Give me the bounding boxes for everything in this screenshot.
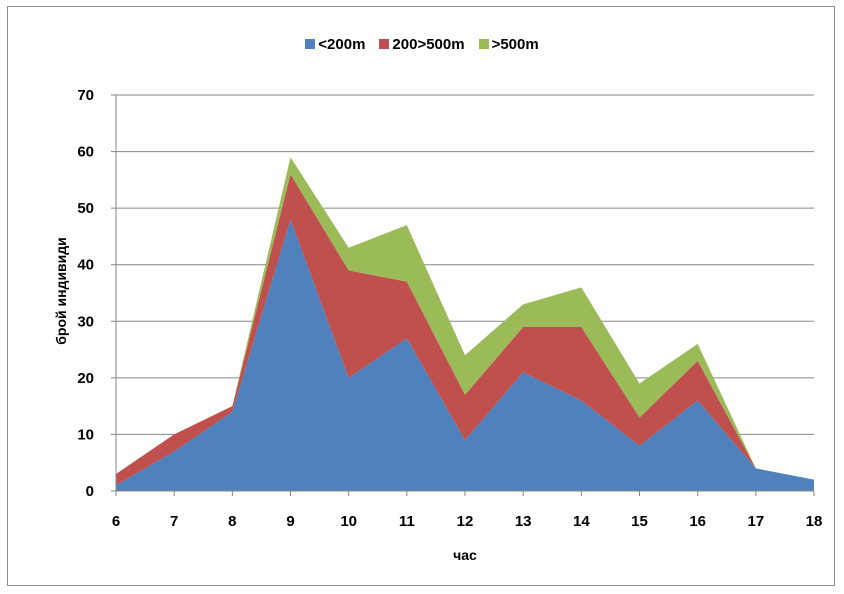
x-axis-title: час [453,547,477,563]
areas [116,157,814,491]
x-tick-label-13: 13 [515,513,532,530]
x-tick-label-6: 6 [112,513,120,530]
x-tick-label-8: 8 [228,513,236,530]
legend-label-gt500: >500m [491,35,539,53]
legend-label-lt200: <200m [318,35,366,53]
y-tick-label-20: 20 [77,370,94,387]
legend-item-lt200: <200m [305,36,365,53]
area-series-2 [116,157,814,480]
x-tick-label-10: 10 [340,513,357,530]
y-tick-label-70: 70 [77,87,94,104]
legend-swatch-lt200 [305,39,316,49]
area-series-0 [116,219,814,491]
y-tick-label-60: 60 [77,144,94,161]
x-tick-label-16: 16 [689,513,706,530]
legend-item-gt500: >500m [478,35,539,53]
y-tick-label-10: 10 [77,426,94,443]
x-tick-label-17: 17 [747,513,764,530]
legend-label-200-500: 200>500m [392,35,465,53]
area-series-1 [116,174,814,486]
y-tick-labels: 0 10 20 30 40 50 60 70 [77,87,94,500]
x-tick-label-12: 12 [457,513,474,530]
x-tick-labels: 6 7 8 9 10 11 12 13 14 15 16 17 18 [112,491,823,530]
y-tick-label-0: 0 [86,483,94,500]
legend: <200m 200>500m >500m [0,34,844,54]
x-tick-label-15: 15 [631,513,648,530]
y-tick-label-30: 30 [77,313,94,330]
legend-item-200-500: 200>500m [379,35,465,53]
legend-swatch-200-500 [379,39,390,49]
x-tick-label-18: 18 [806,513,823,530]
x-tick-label-9: 9 [286,513,294,530]
x-tick-label-14: 14 [573,513,590,530]
x-tick-label-7: 7 [170,513,178,530]
y-tick-label-50: 50 [77,200,94,217]
x-tick-label-11: 11 [399,513,415,530]
y-tick-label-40: 40 [77,257,94,274]
y-axis-title: брой индивиди [53,237,69,345]
legend-swatch-gt500 [478,39,489,49]
